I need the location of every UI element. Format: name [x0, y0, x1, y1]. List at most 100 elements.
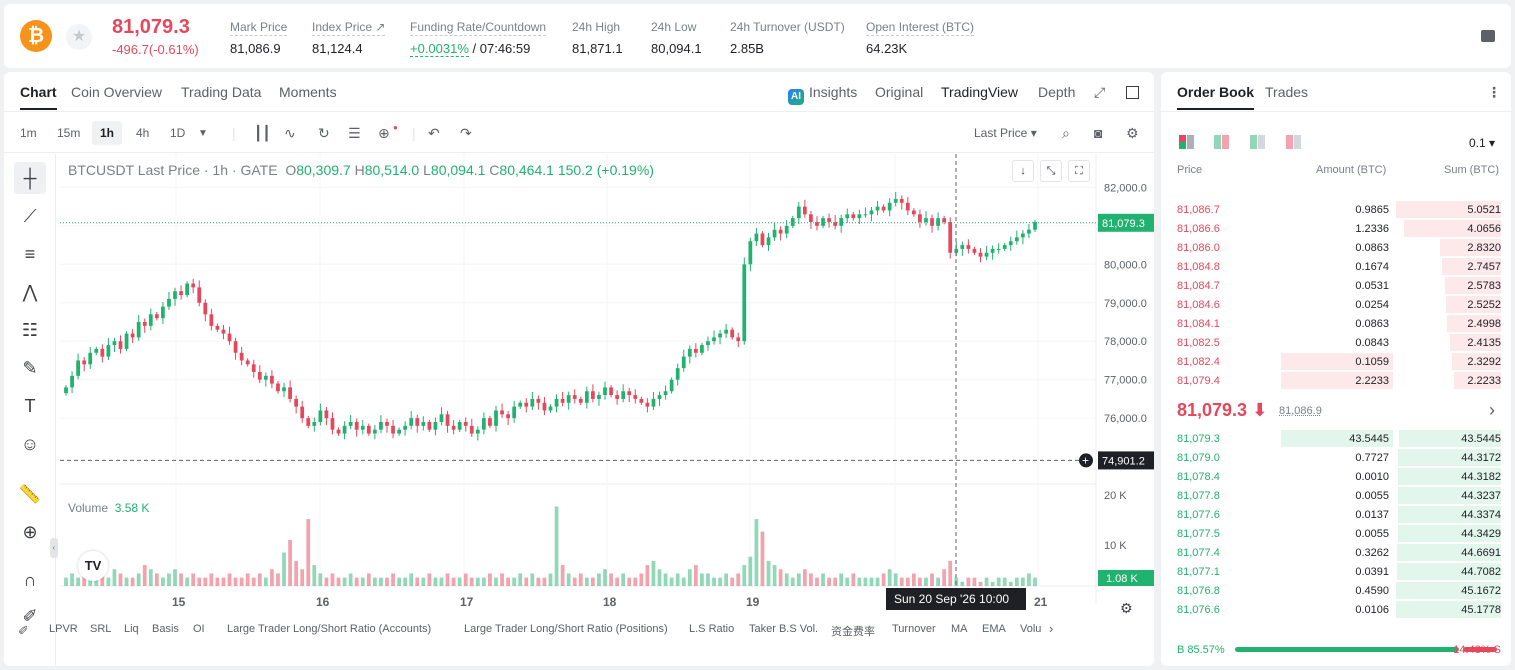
emoji-tool-icon[interactable]: ☺: [20, 434, 40, 454]
ask-row[interactable]: 81,082.4 0.1059 2.3292: [1161, 352, 1511, 371]
stat-open-interest[interactable]: Open Interest (BTC) 64.23K: [866, 20, 975, 56]
stat-funding-rate[interactable]: Funding Rate/Countdown +0.0031% / 07:46:…: [410, 20, 547, 57]
indicator-oi[interactable]: OI: [193, 623, 205, 635]
indicator-liq[interactable]: Liq: [124, 623, 139, 635]
camera-icon[interactable]: ◙: [1094, 125, 1103, 141]
layout-asks-icon[interactable]: [1286, 135, 1302, 149]
precision-select[interactable]: 0.1 ▾: [1468, 136, 1495, 150]
ask-row[interactable]: 81,086.0 0.0863 2.8320: [1161, 238, 1511, 257]
tab-chart[interactable]: Chart: [20, 84, 57, 110]
bid-row[interactable]: 81,076.6 0.0106 45.1778: [1161, 600, 1511, 619]
template-icon[interactable]: ☰: [348, 125, 361, 141]
candle-body: [282, 387, 286, 392]
indicator-ltlsr-positions[interactable]: Large Trader Long/Short Ratio (Positions…: [464, 623, 668, 635]
edit-pencil-icon[interactable]: ✐: [18, 623, 29, 638]
ask-row[interactable]: 81,079.4 2.2233 2.2233: [1161, 371, 1511, 390]
collapse-icon[interactable]: ⤡: [1040, 160, 1062, 182]
ask-row[interactable]: 81,084.1 0.0863 2.4998: [1161, 314, 1511, 333]
timeframe-4h[interactable]: 4h: [136, 126, 150, 140]
pencil-lock-tool-icon[interactable]: ✐: [22, 606, 38, 626]
scroll-down-icon[interactable]: ↓: [1012, 160, 1034, 182]
timeframe-15m[interactable]: 15m: [57, 126, 81, 140]
stat-index-price[interactable]: Index Price ↗ 81,124.4: [312, 20, 386, 56]
ruler-tool-icon[interactable]: 📏: [18, 484, 42, 504]
funding-rate-value[interactable]: +0.0031%: [410, 41, 469, 57]
indicator-taker-bs-vol[interactable]: Taker B.S Vol.: [749, 623, 819, 635]
bid-row[interactable]: 81,077.8 0.0055 44.3237: [1161, 486, 1511, 505]
horizontal-lines-tool-icon[interactable]: ≡: [24, 244, 36, 264]
tab-depth[interactable]: Depth: [1038, 84, 1076, 100]
tradingview-logo-icon[interactable]: TV: [78, 551, 108, 581]
indicator-srl[interactable]: SRL: [90, 623, 112, 635]
indicator-turnover[interactable]: Turnover: [892, 623, 936, 635]
collapse-toolbar-icon[interactable]: ‹: [50, 538, 58, 558]
indicator-funding-rate[interactable]: 资金费率: [831, 626, 875, 638]
undo-icon[interactable]: ↶: [428, 125, 440, 141]
tab-moments[interactable]: Moments: [279, 84, 337, 100]
tab-trades[interactable]: Trades: [1265, 84, 1309, 100]
tab-order-book[interactable]: Order Book: [1177, 84, 1255, 110]
price-type-select[interactable]: Last Price ▾: [974, 126, 1037, 140]
layout-split-icon[interactable]: [1214, 135, 1230, 149]
crosshair-tool-icon[interactable]: ┼: [14, 162, 46, 194]
window-icon[interactable]: [1126, 86, 1139, 99]
ask-row[interactable]: 81,082.5 0.0843 2.4135: [1161, 333, 1511, 352]
tab-coin-overview[interactable]: Coin Overview: [71, 84, 163, 100]
add-indicator-icon[interactable]: ⊕: [378, 125, 390, 141]
trendline-tool-icon[interactable]: ⟋: [23, 206, 37, 226]
ask-row[interactable]: 81,084.8 0.1674 2.7457: [1161, 257, 1511, 276]
bid-row[interactable]: 81,078.4 0.0010 44.3182: [1161, 467, 1511, 486]
bid-row[interactable]: 81,076.8 0.4590 45.1672: [1161, 581, 1511, 600]
indicator-basis[interactable]: Basis: [152, 623, 179, 635]
candlestick-chart[interactable]: 82,000.081,000.080,000.079,000.078,000.0…: [60, 154, 1154, 666]
chevron-right-icon[interactable]: ›: [1489, 400, 1495, 420]
brush-tool-icon[interactable]: ✎: [22, 358, 38, 378]
timeframe-1m[interactable]: 1m: [20, 126, 37, 140]
bid-row[interactable]: 81,077.1 0.0391 44.7082: [1161, 562, 1511, 581]
ask-row[interactable]: 81,086.6 1.2336 4.0656: [1161, 219, 1511, 238]
indicator-ma[interactable]: MA: [951, 623, 968, 635]
more-options-icon[interactable]: ⋮: [1487, 84, 1501, 100]
indicator-lpvr[interactable]: LPVR: [49, 623, 78, 635]
tab-original[interactable]: Original: [875, 84, 924, 100]
stat-mark-price[interactable]: Mark Price 81,086.9: [230, 20, 288, 56]
redo-icon[interactable]: ↷: [460, 125, 472, 141]
fullscreen-icon[interactable]: ⛶: [1068, 160, 1090, 182]
magnet-tool-icon[interactable]: ∩: [23, 570, 37, 590]
bid-row[interactable]: 81,079.3 43.5445 43.5445: [1161, 429, 1511, 448]
ask-row[interactable]: 81,084.6 0.0254 2.5252: [1161, 295, 1511, 314]
settings-gear-icon[interactable]: ⚙: [1126, 125, 1139, 141]
search-icon[interactable]: ⌕: [1062, 125, 1070, 141]
indicator-volume[interactable]: Volu: [1020, 623, 1042, 635]
bid-row[interactable]: 81,077.5 0.0055 44.3429: [1161, 524, 1511, 543]
tab-insights[interactable]: AI Insights: [788, 84, 857, 105]
fib-tool-icon[interactable]: ☷: [21, 320, 39, 340]
indicators-icon[interactable]: ∿: [284, 125, 296, 141]
layout-bids-icon[interactable]: [1250, 135, 1266, 149]
timeframe-dropdown-icon[interactable]: ▼: [198, 128, 208, 139]
ask-row[interactable]: 81,084.7 0.0531 2.5783: [1161, 276, 1511, 295]
pattern-tool-icon[interactable]: ⋀: [22, 282, 38, 302]
favorite-star-icon[interactable]: ★: [66, 24, 92, 50]
indicator-ls-ratio[interactable]: L.S Ratio: [689, 623, 735, 635]
ask-row[interactable]: 81,086.7 0.9865 5.0521: [1161, 200, 1511, 219]
bid-row[interactable]: 81,079.0 0.7727 44.3172: [1161, 448, 1511, 467]
timeframe-1h[interactable]: 1h: [92, 121, 123, 145]
bid-row[interactable]: 81,077.4 0.3262 44.6691: [1161, 543, 1511, 562]
timeframe-1d[interactable]: 1D: [170, 126, 186, 140]
chart-settings-icon[interactable]: ⚙: [1120, 600, 1133, 616]
bid-row[interactable]: 81,077.6 0.0137 44.3374: [1161, 505, 1511, 524]
refresh-icon[interactable]: ↻: [318, 125, 330, 141]
text-tool-icon[interactable]: T: [24, 396, 36, 416]
book-icon[interactable]: [1481, 30, 1495, 42]
tab-trading-data[interactable]: Trading Data: [181, 84, 262, 100]
indicator-ema[interactable]: EMA: [982, 623, 1006, 635]
expand-icon[interactable]: ⤢: [1094, 84, 1106, 100]
scroll-right-icon[interactable]: ›: [1049, 621, 1054, 636]
candle-type-icon[interactable]: ┃┃: [254, 125, 271, 141]
layout-both-icon[interactable]: [1179, 135, 1195, 149]
tab-tradingview[interactable]: TradingView: [941, 84, 1019, 100]
chart-area[interactable]: 82,000.081,000.080,000.079,000.078,000.0…: [60, 154, 1154, 666]
indicator-ltlsr-accounts[interactable]: Large Trader Long/Short Ratio (Accounts): [227, 623, 432, 635]
zoom-in-tool-icon[interactable]: ⊕: [22, 522, 38, 542]
